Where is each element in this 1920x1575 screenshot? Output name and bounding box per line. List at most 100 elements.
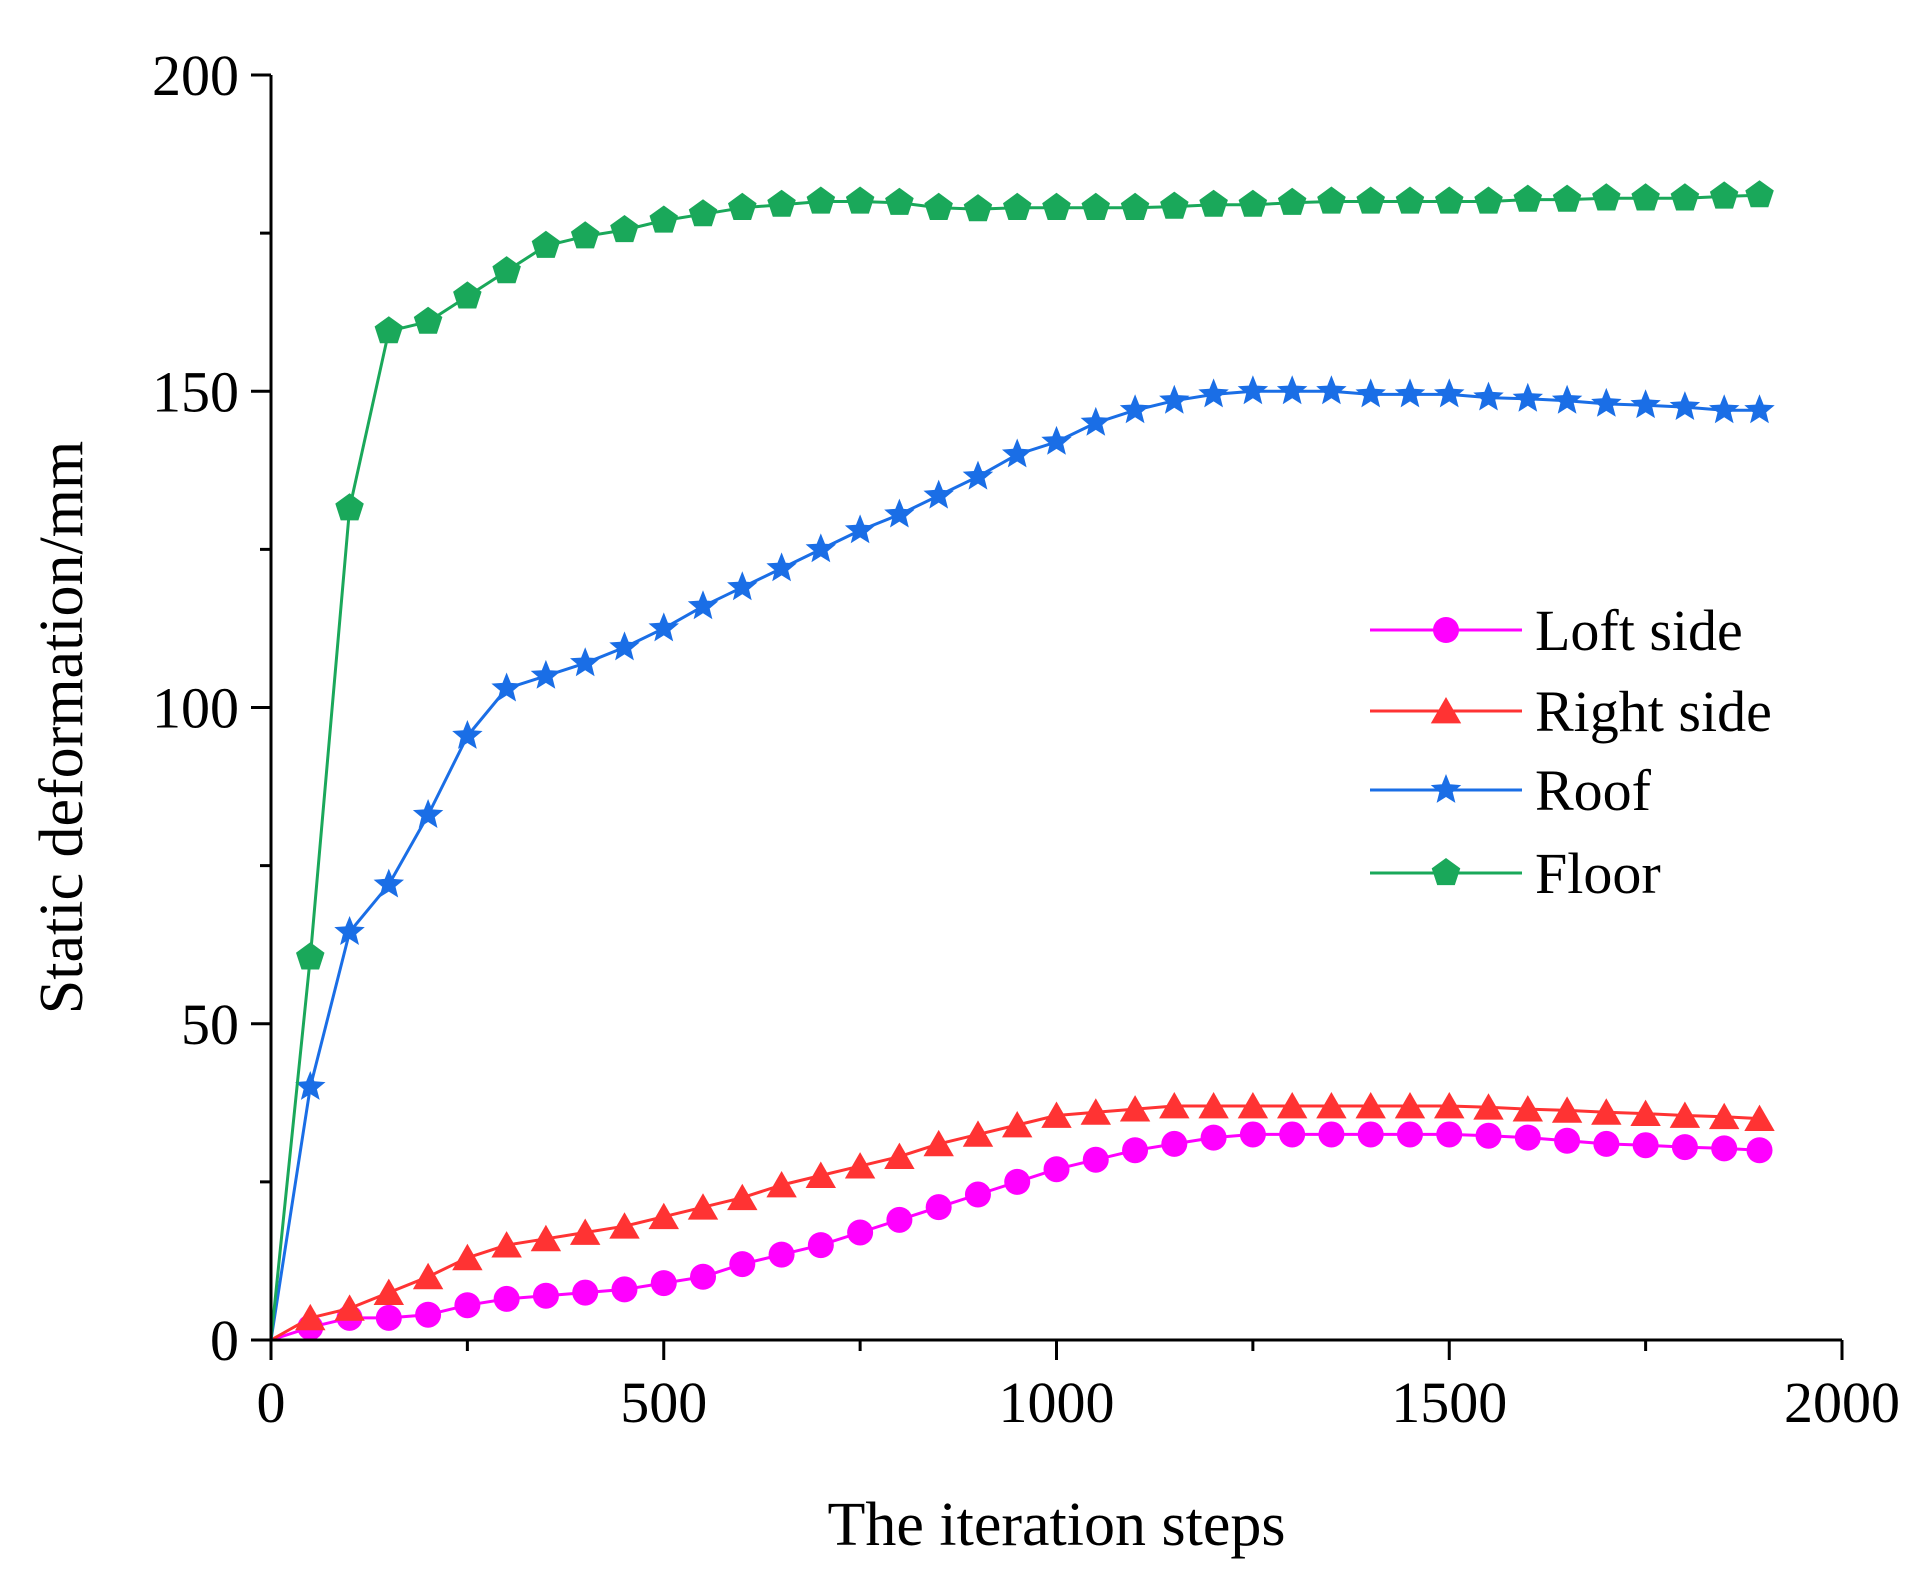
data-point-loft-side [454,1292,481,1319]
series-roof [269,375,1775,1341]
data-point-loft-side [886,1206,913,1233]
data-point-right-side [962,1120,994,1147]
data-point-floor [1592,183,1621,211]
data-point-loft-side [1122,1137,1149,1164]
data-point-roof [648,612,679,642]
data-point-floor [1631,183,1660,211]
legend-label-roof: Roof [1535,758,1652,823]
data-point-loft-side [729,1251,756,1278]
legend-marker-right-side [1430,697,1462,724]
data-point-roof [609,631,640,661]
data-point-roof [491,672,522,702]
data-point-right-side [1669,1101,1701,1128]
x-tick-label: 1000 [999,1370,1115,1435]
x-tick-label: 1500 [1391,1370,1507,1435]
legend-marker-loft-side [1433,617,1459,643]
data-point-right-side [295,1303,326,1331]
data-point-right-side [648,1202,679,1230]
data-point-loft-side [1671,1134,1698,1161]
data-point-roof [1276,375,1308,405]
data-point-floor [1435,186,1464,214]
data-point-roof [962,460,994,490]
data-point-floor [1042,192,1071,220]
x-tick-label: 500 [620,1370,707,1435]
data-point-floor [1670,183,1700,211]
data-point-roof [1551,384,1583,414]
data-point-floor [374,316,404,344]
data-point-loft-side [1554,1127,1581,1154]
data-point-floor [806,186,836,214]
series-loft-side [270,1121,1773,1342]
data-point-right-side [923,1129,954,1157]
data-point-roof [1394,378,1426,408]
data-point-roof [334,916,365,945]
legend-item-loft-side: Loft side [1370,598,1743,663]
y-tick-label: 200 [152,43,239,108]
tick-labels: 0 500 1000 1500 2000 0 50 100 150 200 [152,43,1900,1435]
data-point-floor [1709,181,1739,209]
data-point-roof [1512,382,1543,412]
data-point-right-side [570,1218,601,1245]
data-point-loft-side [925,1194,952,1221]
data-point-right-side [727,1183,758,1211]
data-point-floor [924,192,953,220]
y-tick-label: 100 [152,676,239,741]
data-point-right-side [1002,1111,1033,1138]
data-point-roof [1002,438,1033,468]
data-point-roof [1355,378,1386,408]
data-point-right-side [452,1243,483,1271]
data-point-loft-side [1746,1137,1773,1164]
data-point-loft-side [1436,1121,1463,1148]
data-point-floor [767,189,796,217]
y-tick-label: 50 [181,992,239,1057]
data-point-roof [1709,394,1740,424]
data-point-roof [1744,394,1775,424]
data-point-right-side [1119,1095,1151,1122]
data-point-loft-side [768,1241,795,1268]
data-point-right-side [1277,1092,1308,1119]
axes [251,73,1844,1360]
data-point-floor [1003,192,1032,220]
data-point-loft-side [1200,1124,1227,1151]
data-point-roof [1159,384,1190,414]
data-point-right-side [1080,1098,1111,1125]
data-point-right-side [687,1193,719,1220]
data-point-right-side [805,1161,836,1188]
data-point-floor [1160,191,1189,219]
data-point-roof [805,533,837,563]
data-point-floor [1356,186,1385,214]
data-point-roof [1591,387,1622,417]
data-point-roof [1316,375,1347,405]
data-point-right-side [373,1278,404,1305]
data-point-loft-side [807,1232,834,1259]
data-point-floor [963,194,993,222]
data-point-right-side [609,1212,640,1239]
data-point-loft-side [690,1263,717,1290]
data-point-floor [453,281,482,309]
data-point-roof [412,799,444,828]
series-group [269,180,1775,1342]
legend-label-right-side: Right side [1535,679,1772,744]
data-point-loft-side [1239,1121,1266,1148]
data-point-floor [688,199,718,227]
data-point-roof [1473,381,1504,411]
data-point-loft-side [650,1270,677,1297]
data-point-right-side [1744,1104,1775,1131]
y-tick-label: 150 [152,359,239,424]
data-point-loft-side [1161,1130,1188,1157]
data-point-loft-side [415,1301,442,1328]
data-point-right-side [1355,1092,1386,1119]
data-point-floor [1745,180,1774,208]
data-point-floor [1317,186,1346,214]
data-point-right-side [1591,1098,1622,1125]
data-point-right-side [491,1231,522,1258]
data-point-loft-side [375,1304,402,1331]
data-point-roof [923,479,954,509]
data-point-roof [1434,378,1465,408]
data-point-loft-side [1711,1135,1738,1162]
data-point-floor [1081,192,1110,220]
data-point-right-side [1551,1096,1583,1123]
legend-item-right-side: Right side [1370,679,1772,744]
data-point-floor [296,942,325,970]
